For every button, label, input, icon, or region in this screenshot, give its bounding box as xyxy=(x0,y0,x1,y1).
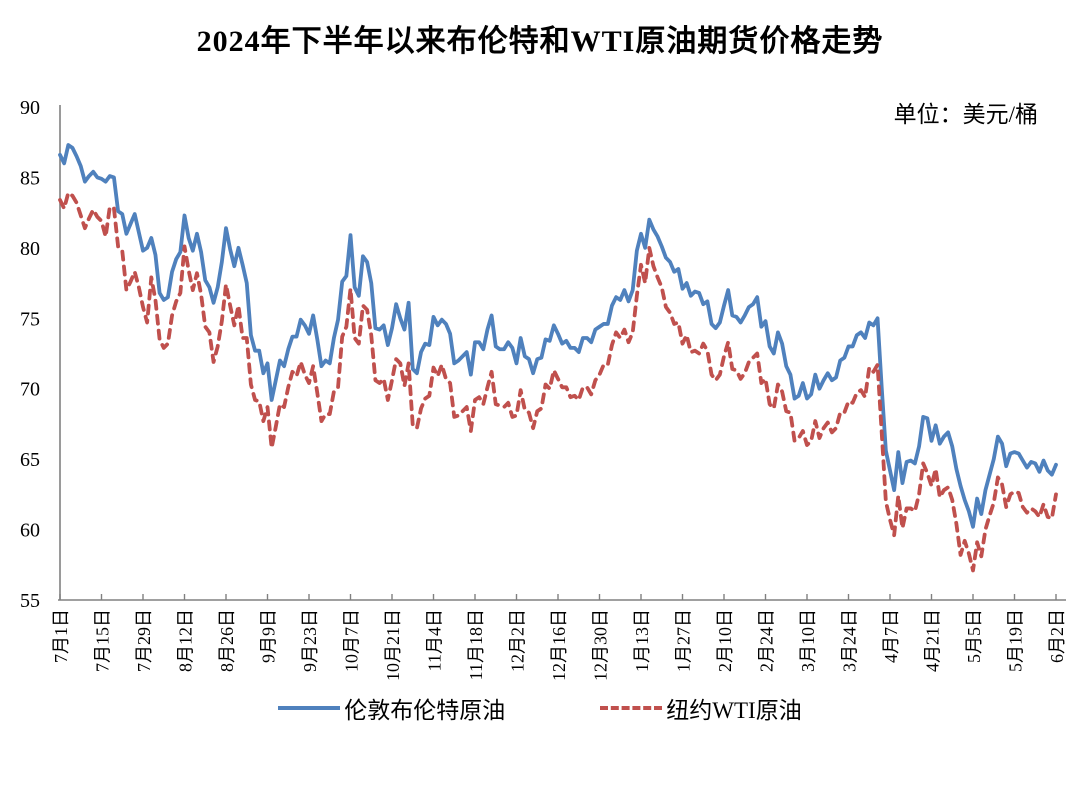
x-axis-tick-label: 11月4日 xyxy=(425,609,445,671)
x-axis-tick-label: 2月10日 xyxy=(715,609,735,672)
wti-line-sample xyxy=(600,706,663,710)
y-axis-tick-label: 65 xyxy=(20,449,40,471)
brent-price-line xyxy=(58,143,1058,529)
brent-line-sample xyxy=(278,706,341,710)
x-axis-tick-label: 1月27日 xyxy=(674,609,694,672)
chart-title: 2024年下半年以来布伦特和WTI原油期货价格走势 xyxy=(196,25,884,58)
x-axis-tick-label: 2月24日 xyxy=(757,609,777,672)
x-axis-tick-label: 1月13日 xyxy=(632,609,652,672)
x-axis-tick-label: 12月16日 xyxy=(549,609,569,681)
x-axis-tick-label: 7月15日 xyxy=(93,609,113,672)
x-axis-tick-label: 9月9日 xyxy=(259,609,279,663)
legend-label-brent: 伦敦布伦特原油 xyxy=(344,698,506,723)
x-axis-tick-label: 8月26日 xyxy=(217,609,237,672)
x-axis-tick-label: 12月2日 xyxy=(508,609,528,672)
x-axis-tick-label: 12月30日 xyxy=(591,609,611,681)
y-axis-tick-label: 90 xyxy=(20,97,40,119)
x-axis-tick-label: 8月12日 xyxy=(176,609,196,672)
x-axis-tick-label: 7月1日 xyxy=(51,609,71,663)
x-axis-tick-label: 3月24日 xyxy=(840,609,860,672)
y-axis-tick-label: 70 xyxy=(20,379,40,401)
x-axis-tick-label: 4月7日 xyxy=(881,609,901,663)
x-axis-tick-label: 9月23日 xyxy=(300,609,320,672)
x-axis-tick-label: 7月29日 xyxy=(134,609,154,672)
x-axis-tick-label: 5月5日 xyxy=(964,609,984,663)
y-axis-tick-label: 75 xyxy=(20,308,40,330)
y-axis-tick-label: 60 xyxy=(20,520,40,542)
legend-item-wti: 纽约WTI原油 xyxy=(600,691,802,725)
x-axis-tick-label: 6月2日 xyxy=(1047,609,1067,663)
wti-price-line xyxy=(58,191,1058,573)
y-axis-tick-label: 55 xyxy=(20,590,40,612)
chart-legend: 伦敦布伦特原油 纽约WTI原油 xyxy=(0,691,1080,725)
unit-label: 单位：美元/桶 xyxy=(893,102,1038,127)
x-axis-tick-label: 3月10日 xyxy=(798,609,818,672)
y-axis-tick-label: 85 xyxy=(20,167,40,189)
x-axis-tick-label: 10月7日 xyxy=(342,609,362,672)
y-axis-tick-label: 80 xyxy=(20,238,40,260)
legend-label-wti: 纽约WTI原油 xyxy=(666,698,802,723)
x-axis-tick-label: 10月21日 xyxy=(383,609,403,681)
x-axis-tick-label: 5月19日 xyxy=(1006,609,1026,672)
legend-item-brent: 伦敦布伦特原油 xyxy=(278,691,505,725)
x-axis-tick-label: 11月18日 xyxy=(466,609,486,680)
x-axis-tick-label: 4月21日 xyxy=(923,609,943,672)
